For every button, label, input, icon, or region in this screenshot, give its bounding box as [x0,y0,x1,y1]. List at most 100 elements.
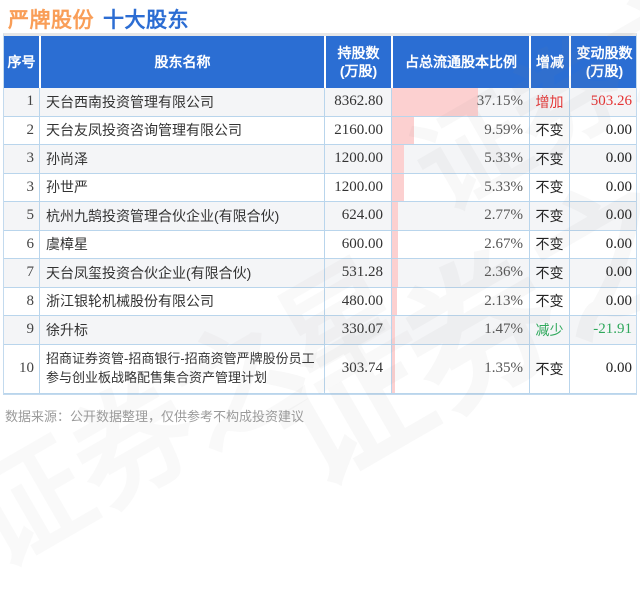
cell-percent: 1.35% [391,344,529,393]
table-row: 9 徐升标 330.07 1.47% 减少 -21.91 [4,316,636,345]
cell-serial: 8 [26,292,35,309]
percent-value: 9.59% [484,121,523,138]
cell-serial: 2 [26,121,35,138]
page-title: 严牌股份 十大股东 [8,4,189,34]
section-title: 十大股东 [103,9,189,32]
cell-change-direction: 不变 [529,259,569,287]
header-delta: 变动股数 (万股) [569,36,638,88]
header-pct: 占总流通股本比例 [391,36,529,88]
percent-value: 5.33% [484,178,523,195]
cell-change-direction: 减少 [529,316,569,344]
header-shares: 持股数 (万股) [324,36,391,88]
percent-bar [392,202,399,230]
header-name: 股东名称 [39,36,324,88]
cell-delta-shares: 0.00 [569,230,638,258]
cell-change-direction: 不变 [529,344,569,393]
percent-bar [392,316,396,344]
cell-shares: 480.00 [324,287,391,315]
percent-bar [392,88,479,116]
cell-shares: 531.28 [324,259,391,287]
percent-bar [392,145,405,173]
table-row: 1 天台西南投资管理有限公司 8362.80 37.15% 增加 503.26 [4,88,636,117]
data-source-note: 数据来源：公开数据整理，仅供参考不构成投资建议 [5,409,305,424]
cell-shares: 2160.00 [324,116,391,144]
cell-shareholder-name: 杭州九鹄投资管理合伙企业(有限合伙) [39,202,324,230]
table-row: 3 孙世严 1200.00 5.33% 不变 0.00 [4,173,638,202]
cell-change-direction: 不变 [529,145,569,173]
percent-value: 37.15% [476,93,523,110]
cell-change-direction: 不变 [529,173,569,201]
cell-serial: 1 [26,93,35,110]
cell-shares: 1200.00 [324,145,391,173]
table-row: 10 招商证券资管-招商银行-招商资管严牌股份员工参与创业板战略配售集合资产管理… [4,344,638,394]
cell-delta-shares: 0.00 [569,173,638,201]
percent-value: 1.47% [484,321,523,338]
percent-bar [392,116,415,144]
cell-shares: 1200.00 [324,173,391,201]
cell-shareholder-name: 孙世严 [39,173,324,201]
cell-shares: 330.07 [324,316,391,344]
percent-value: 2.13% [484,292,523,309]
cell-delta-shares: 0.00 [569,145,638,173]
cell-serial: 6 [26,235,35,252]
cell-change-direction: 不变 [529,202,569,230]
cell-percent: 2.77% [391,202,529,230]
cell-serial: 10 [19,360,34,376]
cell-percent: 2.13% [391,287,529,315]
header-serial: 序号 [7,53,36,70]
percent-value: 1.35% [484,360,523,376]
cell-delta-shares: 0.00 [569,116,638,144]
cell-percent: 5.33% [391,173,529,201]
cell-percent: 1.47% [391,316,529,344]
percent-value: 2.77% [484,207,523,224]
cell-serial: 3 [26,150,35,167]
percent-value: 5.33% [484,150,523,167]
cell-serial: 3 [26,178,35,195]
stock-name: 严牌股份 [8,9,94,32]
table-row: 5 杭州九鹄投资管理合伙企业(有限合伙) 624.00 2.77% 不变 0.0… [4,202,636,231]
cell-delta-shares: 503.26 [569,88,638,116]
cell-delta-shares: 0.00 [569,287,638,315]
cell-shares: 8362.80 [324,88,391,116]
cell-percent: 2.67% [391,230,529,258]
cell-shareholder-name: 招商证券资管-招商银行-招商资管严牌股份员工参与创业板战略配售集合资产管理计划 [39,344,324,393]
cell-shareholder-name: 虞樟星 [39,230,324,258]
cell-change-direction: 增加 [529,88,569,116]
cell-shareholder-name: 天台西南投资管理有限公司 [39,88,324,116]
cell-change-direction: 不变 [529,116,569,144]
cell-shareholder-name: 天台友凤投资咨询管理有限公司 [39,116,324,144]
table-row: 3 孙尚泽 1200.00 5.33% 不变 0.00 [4,145,636,174]
cell-shareholder-name: 孙尚泽 [39,145,324,173]
percent-bar [392,344,396,393]
percent-bar [392,173,405,201]
cell-delta-shares: -21.91 [569,316,638,344]
cell-shares: 303.74 [324,344,391,393]
cell-percent: 9.59% [391,116,529,144]
table-body: 1 天台西南投资管理有限公司 8362.80 37.15% 增加 503.26 … [4,88,636,394]
cell-change-direction: 不变 [529,287,569,315]
cell-percent: 5.33% [391,145,529,173]
cell-percent: 37.15% [391,88,529,116]
table-row: 7 天台凤玺投资合伙企业(有限合伙) 531.28 2.36% 不变 0.00 [4,259,636,288]
percent-bar [392,259,398,287]
cell-delta-shares: 0.00 [569,344,638,393]
header-change: 增减 [529,36,569,88]
percent-bar [392,287,397,315]
percent-value: 2.36% [484,264,523,281]
cell-serial: 5 [26,207,35,224]
table-row: 8 浙江银轮机械股份有限公司 480.00 2.13% 不变 0.00 [4,287,638,316]
cell-serial: 9 [26,321,35,338]
cell-shareholder-name: 浙江银轮机械股份有限公司 [39,287,324,315]
cell-serial: 7 [26,264,35,281]
cell-change-direction: 不变 [529,230,569,258]
cell-shareholder-name: 天台凤玺投资合伙企业(有限合伙) [39,259,324,287]
cell-delta-shares: 0.00 [569,259,638,287]
shareholders-table: 序号 股东名称 持股数 (万股) 占总流通股本比例 增减 变动股数 (万股) 1… [3,33,637,395]
cell-shares: 624.00 [324,202,391,230]
cell-percent: 2.36% [391,259,529,287]
table-row: 2 天台友凤投资咨询管理有限公司 2160.00 9.59% 不变 0.00 [4,116,638,145]
cell-shares: 600.00 [324,230,391,258]
table-row: 6 虞樟星 600.00 2.67% 不变 0.00 [4,230,638,259]
cell-shareholder-name: 徐升标 [39,316,324,344]
percent-bar [392,230,399,258]
